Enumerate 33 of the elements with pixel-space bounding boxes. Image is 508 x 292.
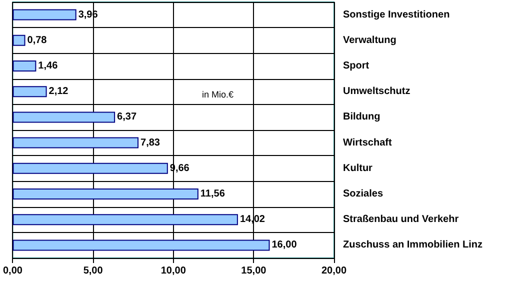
data-label: 11,56: [200, 188, 226, 200]
bar: [12, 214, 238, 226]
data-label: 6,37: [117, 112, 137, 123]
bar: [12, 34, 26, 46]
x-tick-label: 10,00: [160, 266, 186, 276]
x-tick-label: 20,00: [321, 266, 347, 276]
bar: [12, 162, 168, 174]
y-tick-label: Bildung: [343, 112, 380, 123]
data-label: 16,00: [272, 240, 298, 251]
bar: [12, 137, 139, 148]
y-tick-label: Sonstige Investitionen: [343, 9, 450, 20]
y-tick-label: Umweltschutz: [343, 86, 410, 98]
bar: [12, 112, 116, 123]
y-tick-label: Kultur: [343, 162, 373, 174]
bar: [12, 9, 76, 20]
x-tick-label: 15,00: [241, 266, 267, 276]
y-tick-label: Zuschuss an Immobilien Linz: [343, 240, 482, 251]
y-tick-label: Verwaltung: [343, 34, 396, 46]
y-tick-label: Wirtschaft: [343, 137, 392, 148]
y-tick-label: Soziales: [343, 188, 384, 200]
bar: [12, 188, 198, 200]
data-label: 1,46: [38, 60, 58, 72]
y-tick-label: Sport: [343, 60, 370, 72]
data-label: 2,12: [48, 86, 69, 98]
x-tick-label: 0,00: [2, 266, 23, 276]
bar: [12, 240, 270, 251]
bar: [12, 86, 47, 98]
data-label: 7,83: [140, 137, 160, 148]
x-tick-label: 5,00: [83, 266, 104, 276]
y-tick-label: Straßenbau und Verkehr: [343, 214, 459, 226]
bar: [12, 60, 36, 72]
annotation: in Mio.€: [202, 90, 234, 100]
data-label: 0,78: [27, 34, 48, 46]
